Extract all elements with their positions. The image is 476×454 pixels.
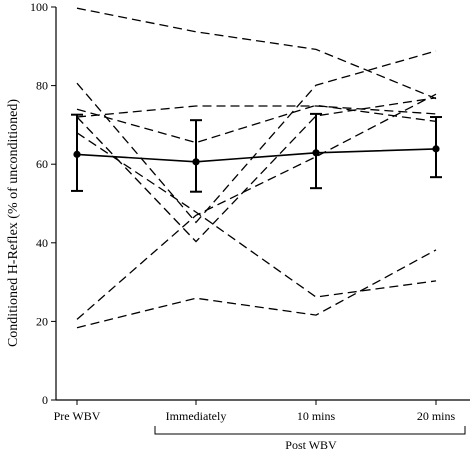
mean-point bbox=[192, 158, 200, 166]
individual-lines bbox=[76, 7, 437, 329]
individual-line bbox=[76, 249, 437, 329]
y-tick-label: 80 bbox=[36, 79, 48, 93]
x-tick-label: Pre WBV bbox=[54, 409, 101, 423]
individual-line bbox=[76, 104, 437, 144]
y-tick-label: 100 bbox=[30, 0, 48, 14]
y-tick-label: 20 bbox=[36, 314, 48, 328]
mean-series bbox=[71, 112, 442, 193]
individual-line bbox=[76, 7, 437, 100]
mean-point bbox=[312, 149, 320, 157]
x-tick-label: 20 mins bbox=[417, 409, 456, 423]
y-tick-label: 40 bbox=[36, 236, 48, 250]
group-bracket bbox=[154, 426, 466, 435]
individual-line bbox=[76, 93, 437, 320]
individual-line bbox=[76, 50, 437, 224]
x-tick-label: Immediately bbox=[166, 409, 227, 423]
axes: 0 20 40 60 80 100 Pre WBV Immediately 10 mins 20 … bbox=[30, 0, 470, 435]
mean-point bbox=[432, 145, 440, 153]
y-tick-label: 0 bbox=[42, 393, 48, 407]
group-label: Post WBV bbox=[285, 438, 337, 452]
individual-line bbox=[76, 105, 437, 118]
mean-point bbox=[73, 150, 81, 158]
individual-line bbox=[76, 132, 437, 298]
individual-line bbox=[76, 97, 437, 243]
y-axis-label: Conditioned H-Reflex (% of unconditioned… bbox=[6, 99, 21, 347]
y-tick-label: 60 bbox=[36, 157, 48, 171]
mean-line bbox=[76, 148, 437, 163]
x-tick-label: 10 mins bbox=[297, 409, 336, 423]
